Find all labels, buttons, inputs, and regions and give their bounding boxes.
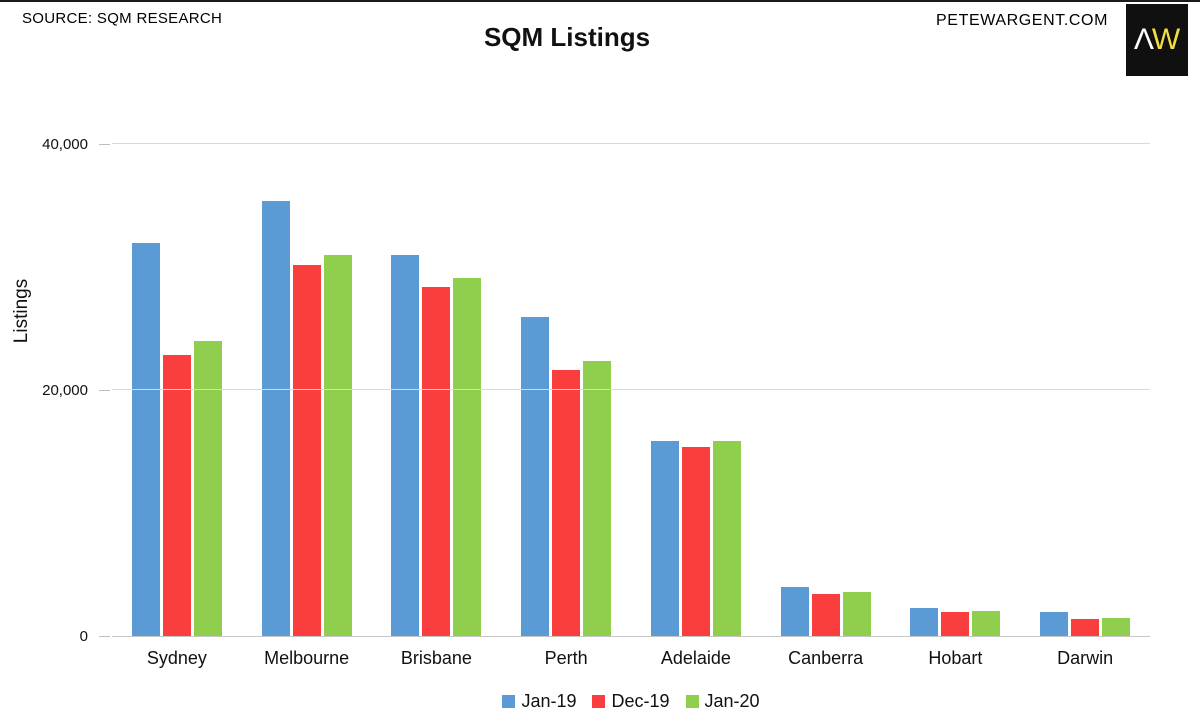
image-top-border (0, 0, 1200, 2)
y-tick-label-40000: 40,000 (42, 136, 88, 153)
bar-jan-19-perth (521, 316, 550, 636)
x-axis-labels: Sydney Melbourne Brisbane Perth Adelaide Canb… (112, 648, 1150, 669)
y-tick-mark (99, 390, 110, 391)
logo-lambda-glyph: Λ (1133, 23, 1154, 56)
petewargent-logo: Λ W (1126, 4, 1188, 76)
legend-swatch-dec-19 (592, 695, 606, 708)
chart-title: SQM Listings (483, 22, 651, 52)
legend-item-dec-19: Dec-19 (592, 691, 670, 712)
bar-jan-19-darwin (1040, 612, 1069, 636)
bar-jan-20-sydney (193, 341, 222, 636)
legend-swatch-jan-19 (502, 695, 516, 708)
legend-item-jan-20: Jan-20 (685, 691, 760, 712)
bar-jan-19-melbourne (261, 201, 290, 636)
bar-dec-19-darwin (1071, 618, 1100, 636)
logo-w-glyph: W (1151, 23, 1181, 56)
website-text: PETEWARGENT.COM (936, 12, 1108, 29)
bar-jan-20-perth (583, 361, 612, 636)
legend-label-dec-19: Dec-19 (611, 691, 670, 711)
legend-label-jan-19: Jan-19 (521, 691, 577, 711)
source-attribution: SOURCE: SQM RESEARCH (22, 10, 223, 27)
y-axis: 0 20,000 40,000 (0, 136, 112, 645)
gridline-20000 (112, 389, 1150, 390)
bar-dec-19-canberra (811, 593, 840, 636)
plot-area (112, 143, 1150, 637)
bar-dec-19-perth (552, 369, 581, 636)
bar-group-hobart (910, 145, 1001, 636)
x-label-hobart: Hobart (928, 648, 983, 668)
bar-group-canberra (780, 145, 871, 636)
x-label-adelaide: Adelaide (660, 648, 731, 668)
bar-group-sydney (131, 145, 222, 636)
bars-row (112, 145, 1150, 636)
bar-jan-19-adelaide (650, 440, 679, 636)
bar-jan-20-canberra (842, 592, 871, 636)
bar-jan-20-melbourne (323, 255, 352, 636)
x-label-perth: Perth (544, 648, 588, 668)
bar-dec-19-brisbane (422, 287, 451, 636)
legend-swatch-jan-20 (685, 695, 699, 708)
bar-jan-20-adelaide (712, 440, 741, 636)
y-tick-mark (99, 144, 110, 145)
bar-jan-19-canberra (780, 586, 809, 636)
bar-group-darwin (1040, 145, 1131, 636)
bar-dec-19-sydney (162, 354, 191, 636)
y-tick-label-20000: 20,000 (42, 382, 88, 399)
legend-item-jan-19: Jan-19 (502, 691, 576, 712)
bar-jan-19-brisbane (391, 255, 420, 636)
bar-dec-19-melbourne (292, 265, 321, 636)
bar-jan-20-darwin (1102, 617, 1131, 636)
bar-dec-19-hobart (941, 612, 970, 636)
x-label-brisbane: Brisbane (400, 648, 472, 668)
bar-jan-19-hobart (910, 607, 939, 636)
legend: Jan-19 Dec-19 Jan-20 (112, 691, 1150, 712)
bar-jan-19-sydney (131, 243, 160, 636)
bar-group-adelaide (650, 145, 741, 636)
x-label-canberra: Canberra (788, 648, 864, 668)
y-tick-mark (99, 636, 110, 637)
bar-group-perth (521, 145, 612, 636)
x-label-darwin: Darwin (1057, 648, 1114, 668)
bar-dec-19-adelaide (681, 446, 710, 636)
x-label-sydney: Sydney (146, 648, 207, 668)
bar-group-brisbane (391, 145, 482, 636)
bar-group-melbourne (261, 145, 352, 636)
legend-label-jan-20: Jan-20 (704, 691, 760, 711)
gridline-40000 (112, 143, 1150, 144)
y-tick-label-0: 0 (79, 628, 88, 645)
bar-jan-20-brisbane (453, 277, 482, 636)
bar-jan-20-hobart (972, 610, 1001, 636)
x-label-melbourne: Melbourne (264, 648, 350, 668)
